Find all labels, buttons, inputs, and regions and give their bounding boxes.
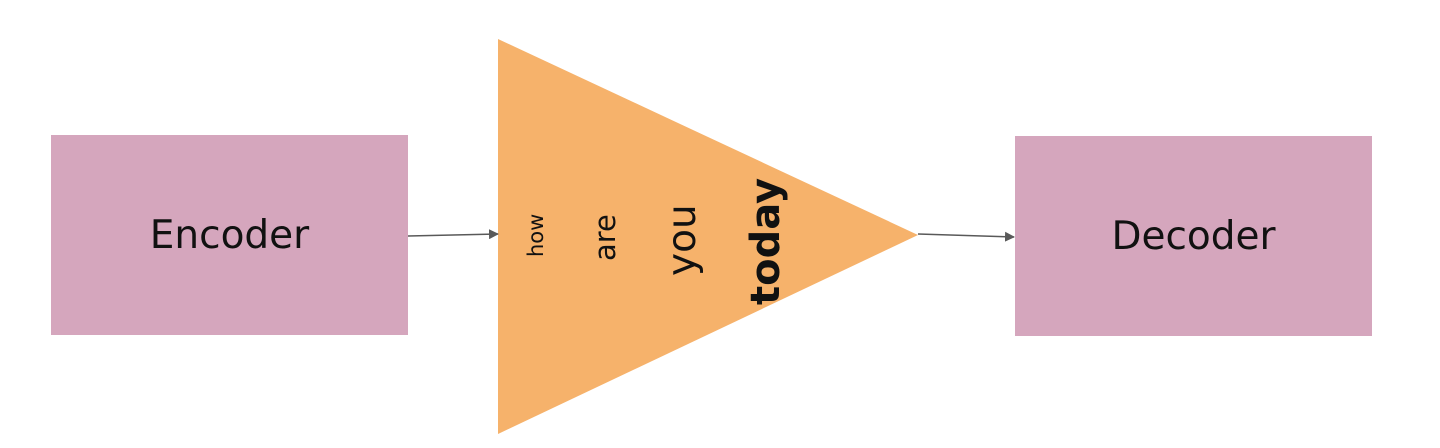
bottleneck-to-decoder-arrow xyxy=(917,231,1015,242)
bottleneck-triangle xyxy=(498,39,918,434)
word-are: are xyxy=(588,214,622,261)
word-today: today xyxy=(743,177,789,305)
encoder-to-bottleneck-arrow xyxy=(407,229,499,240)
decoder-label: Decoder xyxy=(1111,213,1276,259)
encoder-label: Encoder xyxy=(149,212,310,258)
word-you: you xyxy=(660,204,705,276)
word-how: how xyxy=(524,213,548,257)
decoder-box: Decoder xyxy=(1015,136,1372,336)
encoder-box: Encoder xyxy=(51,135,408,335)
